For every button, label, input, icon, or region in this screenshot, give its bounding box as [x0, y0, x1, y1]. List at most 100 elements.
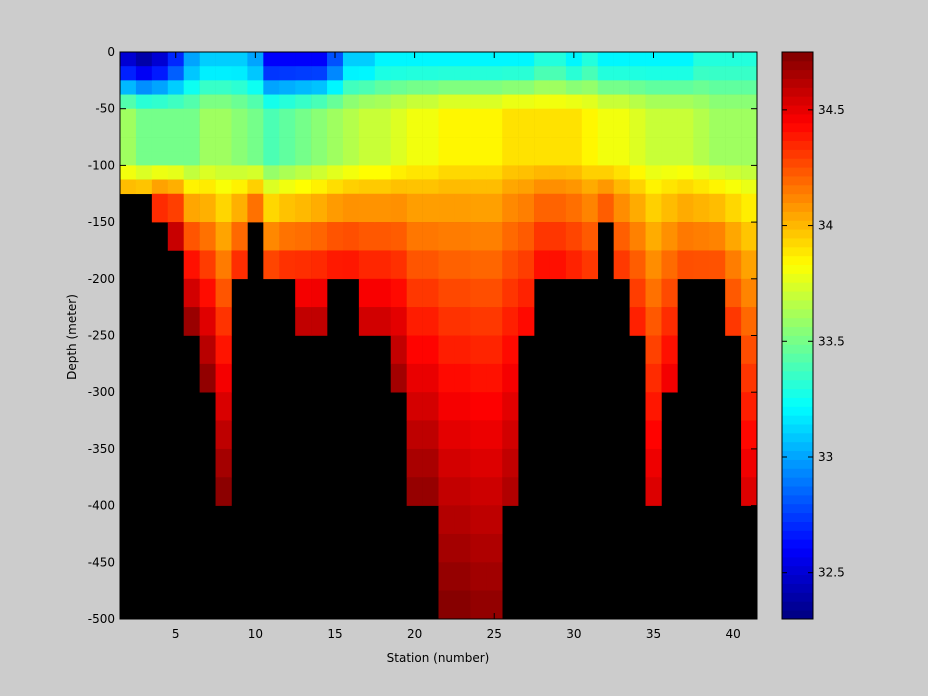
- heatmap-cell: [374, 151, 392, 166]
- heatmap-cell: [231, 94, 248, 109]
- heatmap-cell: [534, 66, 551, 81]
- heatmap-cell: [645, 108, 662, 124]
- heatmap-cell: [215, 94, 232, 109]
- heatmap-cell: [502, 66, 519, 81]
- heatmap-cell: [311, 250, 328, 280]
- heatmap-cell: [502, 165, 519, 180]
- heatmap-cell: [518, 80, 535, 95]
- heatmap-cell: [327, 80, 344, 95]
- colorbar-band: [782, 530, 813, 540]
- heatmap-cell: [565, 193, 583, 223]
- colorbar-band: [782, 158, 813, 168]
- colorbar-band: [782, 379, 813, 390]
- heatmap-cell: [438, 80, 455, 95]
- heatmap-cell: [549, 137, 567, 152]
- heatmap-cell: [438, 420, 455, 450]
- heatmap-cell: [120, 179, 137, 195]
- heatmap-cell: [597, 108, 614, 124]
- colorbar-tick-label: 33.5: [818, 334, 845, 348]
- colorbar-band: [782, 317, 813, 328]
- heatmap-cell: [390, 193, 407, 223]
- heatmap-cell: [725, 250, 742, 280]
- heatmap-cell: [581, 179, 599, 195]
- heatmap-cell: [693, 108, 710, 124]
- heatmap-cell: [629, 193, 646, 223]
- heatmap-cell: [565, 151, 583, 166]
- heatmap-cell: [502, 420, 519, 450]
- heatmap-cell: [470, 448, 487, 478]
- colorbar-band: [782, 184, 813, 195]
- heatmap-cell: [613, 137, 630, 152]
- heatmap-cell: [390, 122, 407, 138]
- heatmap-cell: [358, 222, 376, 251]
- heatmap-cell: [215, 151, 232, 166]
- heatmap-cell: [502, 179, 519, 195]
- heatmap-cell: [279, 80, 296, 95]
- heatmap-cell: [279, 52, 296, 67]
- heatmap-cell: [135, 165, 153, 180]
- heatmap-cell: [661, 52, 678, 67]
- heatmap-cell: [327, 137, 344, 152]
- heatmap-cell: [565, 94, 583, 109]
- heatmap-cell: [199, 165, 216, 180]
- heatmap-cell: [263, 250, 280, 280]
- heatmap-cell: [502, 122, 519, 138]
- colorbar-band: [782, 344, 813, 354]
- heatmap-cell: [327, 94, 344, 109]
- heatmap-cell: [183, 52, 200, 67]
- heatmap-cell: [454, 222, 471, 251]
- heatmap-cell: [549, 165, 567, 180]
- heatmap-cell: [406, 307, 423, 336]
- heatmap-cell: [693, 52, 710, 67]
- heatmap-cell: [247, 165, 264, 180]
- heatmap-cell: [167, 108, 184, 124]
- heatmap-cell: [327, 165, 344, 180]
- heatmap-cell: [311, 122, 328, 138]
- heatmap-cell: [327, 52, 344, 67]
- heatmap-cell: [311, 80, 328, 95]
- heatmap-cell: [741, 137, 758, 152]
- heatmap-cell: [486, 562, 503, 591]
- heatmap-cell: [645, 363, 662, 393]
- heatmap-cell: [279, 108, 296, 124]
- heatmap-cell: [295, 193, 312, 223]
- heatmap-cell: [279, 66, 296, 81]
- heatmap-cell: [406, 137, 423, 152]
- heatmap-cell: [279, 94, 296, 109]
- colorbar-band: [782, 140, 813, 150]
- heatmap-cell: [725, 137, 742, 152]
- heatmap-cell: [613, 52, 630, 67]
- colorbar-band: [782, 202, 813, 212]
- heatmap-cell: [311, 179, 328, 195]
- heatmap-cell: [454, 392, 471, 421]
- colorbar-tick-label: 32.5: [818, 566, 845, 580]
- heatmap-cell: [502, 80, 519, 95]
- heatmap-cell: [263, 151, 280, 166]
- heatmap-cell: [709, 80, 726, 95]
- heatmap-cell: [581, 250, 599, 280]
- colorbar-ticks: 32.5 33 33.5 34 34.5: [782, 103, 845, 580]
- heatmap-cell: [725, 80, 742, 95]
- heatmap-cell: [677, 179, 694, 195]
- heatmap-cell: [693, 122, 710, 138]
- heatmap-cell: [629, 278, 646, 308]
- heatmap-cell: [645, 52, 662, 67]
- heatmap-cell: [470, 66, 487, 81]
- heatmap-cell: [454, 448, 471, 478]
- heatmap-cell: [613, 179, 630, 195]
- heatmap-cell: [374, 307, 392, 336]
- heatmap-cell: [438, 307, 455, 336]
- heatmap-cell: [741, 151, 758, 166]
- heatmap-cell: [295, 80, 312, 95]
- heatmap-cell: [645, 278, 662, 308]
- heatmap-cell: [438, 151, 455, 166]
- heatmap-cell: [422, 151, 439, 166]
- colorbar-band: [782, 176, 813, 186]
- heatmap-cell: [358, 307, 376, 336]
- heatmap-cell: [406, 66, 423, 81]
- heatmap-cell: [390, 66, 407, 81]
- heatmap-cell: [422, 122, 439, 138]
- heatmap-cell: [693, 193, 710, 223]
- heatmap-cell: [613, 193, 630, 223]
- heatmap-cell: [199, 151, 216, 166]
